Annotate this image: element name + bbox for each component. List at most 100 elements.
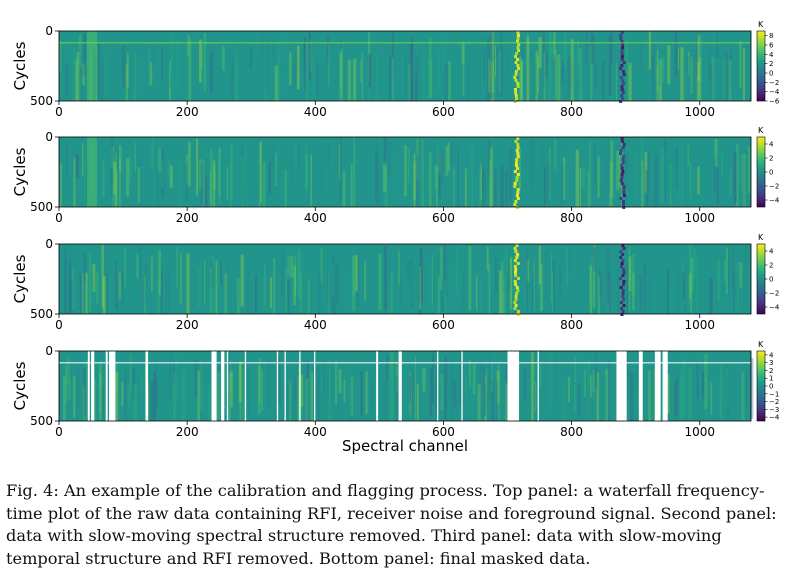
rfi-pixel <box>515 194 519 197</box>
noise-streak <box>399 273 403 303</box>
noise-streak <box>68 261 71 314</box>
noise-streak <box>138 245 142 278</box>
x-tick-label: 0 <box>55 105 63 119</box>
noise-streak <box>602 61 605 101</box>
noise-streak <box>606 249 610 306</box>
noise-streak <box>675 148 679 190</box>
rfi-pixel <box>622 268 626 271</box>
rfi-pixel <box>621 97 625 100</box>
noise-streak <box>299 374 304 407</box>
noise-streak <box>154 359 158 420</box>
noise-streak <box>187 34 190 57</box>
noise-streak <box>86 160 88 203</box>
noise-streak <box>247 266 249 314</box>
noise-streak <box>733 276 735 312</box>
noise-streak <box>340 48 343 98</box>
rfi-pixel <box>620 265 624 268</box>
noise-streak <box>319 164 323 195</box>
noise-streak <box>688 366 692 421</box>
noise-streak <box>241 145 244 199</box>
noise-streak <box>66 357 70 385</box>
rfi-pixel <box>619 37 623 40</box>
noise-streak <box>728 59 732 101</box>
noise-streak <box>532 59 536 93</box>
noise-streak <box>538 268 540 294</box>
noise-streak <box>316 60 319 98</box>
rfi-pixel <box>517 49 521 52</box>
noise-streak <box>491 381 494 421</box>
noise-streak <box>648 370 651 421</box>
noise-streak <box>257 365 261 415</box>
noise-streak <box>453 381 457 407</box>
noise-streak <box>165 275 168 314</box>
rfi-pixel <box>513 185 517 188</box>
rfi-pixel <box>621 155 625 158</box>
noise-streak <box>121 151 123 206</box>
noise-streak <box>382 162 387 192</box>
x-tick-label: 800 <box>560 105 583 119</box>
rfi-pixel <box>620 173 624 176</box>
noise-streak <box>82 33 86 77</box>
noise-streak <box>491 377 494 407</box>
noise-streak <box>123 248 127 289</box>
noise-streak <box>112 161 117 194</box>
noise-streak <box>386 164 389 200</box>
rfi-pixel <box>620 55 624 58</box>
noise-streak <box>328 44 330 87</box>
rfi-pixel <box>513 247 517 250</box>
rfi-pixel <box>621 170 625 173</box>
colorbar-tick-label: 8 <box>769 32 773 40</box>
noise-streak <box>709 39 711 69</box>
noise-streak <box>311 54 314 101</box>
noise-streak <box>667 45 671 84</box>
noise-streak <box>490 32 493 100</box>
noise-streak <box>275 153 278 187</box>
rfi-pixel <box>621 158 625 161</box>
noise-streak <box>574 384 577 421</box>
noise-streak <box>719 365 723 421</box>
flagged-mask <box>226 351 229 421</box>
noise-streak <box>709 64 714 100</box>
noise-streak <box>387 142 391 178</box>
noise-streak <box>507 52 510 77</box>
noise-streak <box>652 56 655 85</box>
rfi-pixel <box>621 79 625 82</box>
noise-streak <box>308 31 312 80</box>
noise-streak <box>742 157 746 207</box>
noise-streak <box>490 62 494 101</box>
noise-streak <box>217 156 221 204</box>
noise-streak <box>171 54 175 101</box>
noise-streak <box>457 148 459 207</box>
rfi-pixel <box>514 70 518 73</box>
rfi-pixel <box>621 203 625 206</box>
noise-streak <box>307 278 310 314</box>
noise-streak <box>696 257 699 312</box>
noise-streak <box>234 61 238 101</box>
rfi-pixel <box>515 286 519 289</box>
noise-streak <box>547 60 552 101</box>
noise-streak <box>496 46 498 98</box>
noise-streak <box>668 165 672 194</box>
rfi-pixel <box>516 289 520 292</box>
noise-streak <box>245 59 247 101</box>
noise-streak <box>519 56 522 101</box>
rfi-pixel <box>513 307 517 310</box>
noise-streak <box>241 368 245 421</box>
noise-streak <box>389 56 392 101</box>
x-tick-label: 600 <box>432 105 455 119</box>
noise-streak <box>484 375 487 421</box>
noise-streak <box>596 371 599 421</box>
noise-streak <box>295 371 298 404</box>
colorbar-tick-label: 0 <box>769 383 773 391</box>
noise-streak <box>65 140 69 180</box>
noise-streak <box>200 165 204 193</box>
rfi-pixel <box>620 313 624 316</box>
noise-streak <box>110 139 114 185</box>
noise-streak <box>669 267 673 314</box>
noise-streak <box>604 375 607 419</box>
noise-streak <box>510 254 513 314</box>
noise-streak <box>690 56 694 95</box>
noise-streak <box>101 244 105 308</box>
noise-streak <box>59 364 61 421</box>
noise-streak <box>79 273 83 314</box>
